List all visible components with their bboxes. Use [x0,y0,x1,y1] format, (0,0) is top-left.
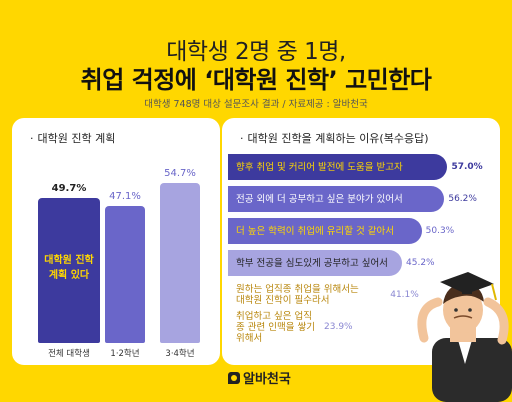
left-chart-title-text: 대학원 진학 계획 [37,132,116,145]
title-line-2: 취업 걱정에 ‘대학원 진학’ 고민한다 [80,66,432,94]
hbar-value-label-4: 41.1% [390,290,419,300]
horizontal-bar-chart: 향후 취업 및 커리어 발전에 도움을 받고자 57.0% 전공 외에 더 공부하고… [222,118,500,365]
hbar-value-label-0: 57.0% [451,162,483,172]
hbar-category-label-4: 원하는 업직종 취업을 위해서는 대학원 진학이 필수라서 [236,284,359,306]
hbar-category-label-2: 더 높은 학력이 취업에 유리할 것 같아서 [236,225,394,237]
title-line-1: 대학생 2명 중 1명, [166,39,346,65]
vbar-category-label-0: 전체 대학생 [48,349,90,359]
vbar-category-label-1: 1·2학년 [110,349,140,359]
vbar-0 [38,198,100,343]
right-chart-title-text: 대학원 진학을 계획하는 이유(복수응답) [247,132,429,145]
left-chart-title: · 대학원 진학 계획 [30,132,116,145]
subtitle: 대학생 748명 대상 설문조사 결과 / 자료제공 : 알바천국 [144,99,368,110]
right-chart-title: · 대학원 진학을 계획하는 이유(복수응답) [240,132,429,145]
vbar-value-label-1: 47.1% [109,190,141,202]
hbar-value-label-1: 56.2% [448,194,477,204]
vbar-value-label-2: 54.7% [164,168,196,180]
vbar-category-label-2: 3·4학년 [165,349,195,359]
hbar-5: 취업하고 싶은 업직종 관련 인맥을 쌓기 위해서 [228,311,320,344]
right-chart-card: · 대학원 진학을 계획하는 이유(복수응답) 향후 취업 및 커리어 발전에 도… [222,118,500,365]
vbar-1 [105,205,145,343]
hbar-category-label-3: 학부 전공을 심도있게 공부하고 싶어서 [236,257,388,269]
worried-student-illustration [417,272,512,402]
hbar-category-label-0: 향후 취업 및 커리어 발전에 도움을 받고자 [236,161,403,173]
hbar-category-label-1: 전공 외에 더 공부하고 싶은 분야가 있어서 [236,193,403,205]
hbar-1: 전공 외에 더 공부하고 싶은 분야가 있어서 [228,186,445,212]
hbar-2: 더 높은 학력이 취업에 유리할 것 같아서 [228,218,422,244]
hbar-value-label-2: 50.3% [425,226,455,236]
vertical-bar-chart: 49.7% 전체 대학생 47.1% 1·2학년 54.7% 3·4학년 대학원 진학 계획… [12,118,220,365]
logo-mark-icon [228,372,240,384]
hbar-3: 학부 전공을 심도있게 공부하고 싶어서 [228,250,403,276]
logo-text: 알바천국 [243,372,291,387]
hbar-value-label-3: 45.2% [406,258,435,268]
vbar-inner-label: 대학원 진학 계획 있다 [44,255,94,281]
left-chart-card: · 대학원 진학 계획 49.7% 전체 대학생 47.1% 1·2학년 54.7% 3·4… [12,118,220,365]
hbar-4: 원하는 업직종 취업을 위해서는 대학원 진학이 필수라서 [228,282,386,308]
hbar-category-label-5: 취업하고 싶은 업직종 관련 인맥을 쌓기 위해서 [236,310,315,344]
hbar-0: 향후 취업 및 커리어 발전에 도움을 받고자 [228,154,448,180]
hbar-value-label-5: 23.9% [324,322,353,332]
vbar-2 [160,183,200,343]
vbar-value-label-0: 49.7% [51,183,87,195]
brand-logo: 알바천국 [228,368,291,387]
